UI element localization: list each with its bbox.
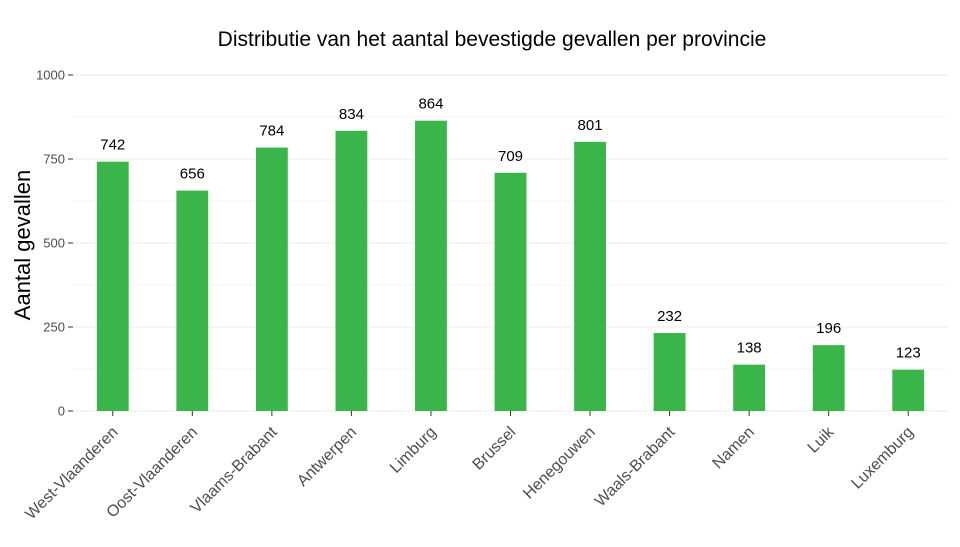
data-label: 138 xyxy=(737,340,762,357)
x-tick-label: Antwerpen xyxy=(294,424,360,490)
bar xyxy=(176,190,209,411)
data-label: 834 xyxy=(339,106,364,123)
bar xyxy=(415,120,447,412)
bar xyxy=(574,141,606,411)
bar xyxy=(255,147,288,412)
x-tick-label: Brussel xyxy=(470,424,520,474)
y-tick-label: 1000 xyxy=(36,68,65,83)
y-tick-label: 0 xyxy=(58,404,65,419)
y-tick-label: 750 xyxy=(43,152,65,167)
data-label: 784 xyxy=(259,123,284,140)
data-label: 123 xyxy=(896,345,921,362)
bar xyxy=(653,333,686,411)
y-tick-label: 500 xyxy=(43,236,65,251)
bars xyxy=(96,120,925,412)
x-axis-ticks: West-VlaanderenOost-VlaanderenVlaams-Bra… xyxy=(22,411,917,523)
bar xyxy=(733,364,766,411)
x-tick-label: Vlaams-Brabant xyxy=(188,423,282,517)
y-tick-label: 250 xyxy=(43,320,65,335)
bar xyxy=(335,130,368,411)
x-tick-label: Luik xyxy=(805,423,838,456)
x-tick-label: Henegouwen xyxy=(520,424,599,503)
x-tick-label: Limburg xyxy=(387,424,440,477)
bar xyxy=(892,369,925,411)
data-label: 801 xyxy=(578,117,603,134)
data-labels: 742 656 784 834 864 709 801 232 138 196 123 xyxy=(100,96,920,362)
data-label: 656 xyxy=(180,166,205,183)
x-tick-label: Namen xyxy=(709,424,757,472)
data-label: 232 xyxy=(657,308,682,325)
x-tick-label: Luxemburg xyxy=(848,424,917,493)
chart-title: Distributie van het aantal bevestigde ge… xyxy=(218,28,767,51)
data-label: 709 xyxy=(498,148,523,165)
bar xyxy=(494,172,527,411)
data-label: 864 xyxy=(418,96,443,113)
data-label: 742 xyxy=(100,137,125,154)
data-label: 196 xyxy=(816,320,841,337)
y-axis-label: Aantal gevallen xyxy=(10,170,35,320)
y-axis-ticks: 0 250 500 750 1000 xyxy=(36,68,73,419)
x-tick-label: Waals-Brabant xyxy=(592,423,679,510)
bar xyxy=(96,161,129,411)
bar xyxy=(812,345,845,411)
